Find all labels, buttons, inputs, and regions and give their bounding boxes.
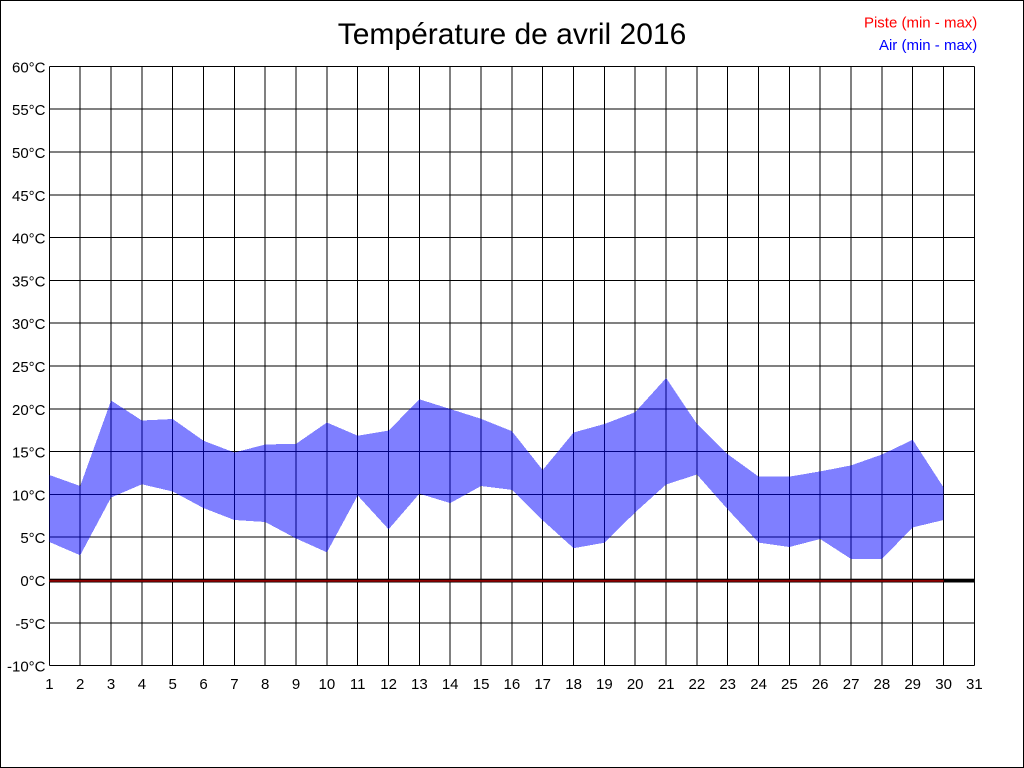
- svg-text:29: 29: [904, 676, 921, 693]
- svg-text:55°C: 55°C: [12, 102, 46, 119]
- svg-text:1: 1: [45, 676, 53, 693]
- svg-text:26: 26: [812, 676, 829, 693]
- svg-text:3: 3: [107, 676, 115, 693]
- svg-text:14: 14: [442, 676, 459, 693]
- svg-text:25°C: 25°C: [12, 359, 46, 376]
- svg-text:20: 20: [627, 676, 644, 693]
- svg-text:Piste (min - max): Piste (min - max): [864, 15, 977, 32]
- svg-text:18: 18: [565, 676, 582, 693]
- svg-text:12: 12: [380, 676, 397, 693]
- svg-text:15°C: 15°C: [12, 445, 46, 462]
- svg-text:60°C: 60°C: [12, 59, 46, 76]
- svg-text:7: 7: [230, 676, 238, 693]
- svg-text:30: 30: [935, 676, 952, 693]
- svg-text:19: 19: [596, 676, 613, 693]
- svg-text:5°C: 5°C: [20, 530, 45, 547]
- svg-text:17: 17: [534, 676, 551, 693]
- svg-text:20°C: 20°C: [12, 402, 46, 419]
- svg-text:30°C: 30°C: [12, 316, 46, 333]
- svg-text:2: 2: [76, 676, 84, 693]
- svg-text:15: 15: [473, 676, 490, 693]
- svg-text:10: 10: [319, 676, 336, 693]
- svg-text:23: 23: [719, 676, 736, 693]
- svg-text:Température de avril 2016: Température de avril 2016: [338, 18, 687, 51]
- svg-text:-5°C: -5°C: [15, 616, 45, 633]
- svg-text:9: 9: [292, 676, 300, 693]
- svg-text:Air (min - max): Air (min - max): [879, 37, 977, 54]
- svg-text:28: 28: [874, 676, 891, 693]
- svg-text:25: 25: [781, 676, 798, 693]
- svg-text:11: 11: [350, 676, 366, 693]
- svg-text:10°C: 10°C: [12, 487, 46, 504]
- svg-text:13: 13: [411, 676, 428, 693]
- svg-text:5: 5: [169, 676, 177, 693]
- svg-text:22: 22: [689, 676, 706, 693]
- svg-text:31: 31: [966, 676, 983, 693]
- svg-text:0°C: 0°C: [20, 573, 45, 590]
- svg-text:6: 6: [199, 676, 207, 693]
- svg-text:4: 4: [138, 676, 146, 693]
- svg-text:-10°C: -10°C: [7, 659, 46, 676]
- svg-text:21: 21: [658, 676, 675, 693]
- svg-text:50°C: 50°C: [12, 145, 46, 162]
- svg-text:24: 24: [750, 676, 767, 693]
- svg-text:16: 16: [504, 676, 521, 693]
- svg-text:40°C: 40°C: [12, 231, 46, 248]
- svg-text:45°C: 45°C: [12, 188, 46, 205]
- svg-text:8: 8: [261, 676, 269, 693]
- svg-text:35°C: 35°C: [12, 273, 46, 290]
- svg-text:27: 27: [843, 676, 860, 693]
